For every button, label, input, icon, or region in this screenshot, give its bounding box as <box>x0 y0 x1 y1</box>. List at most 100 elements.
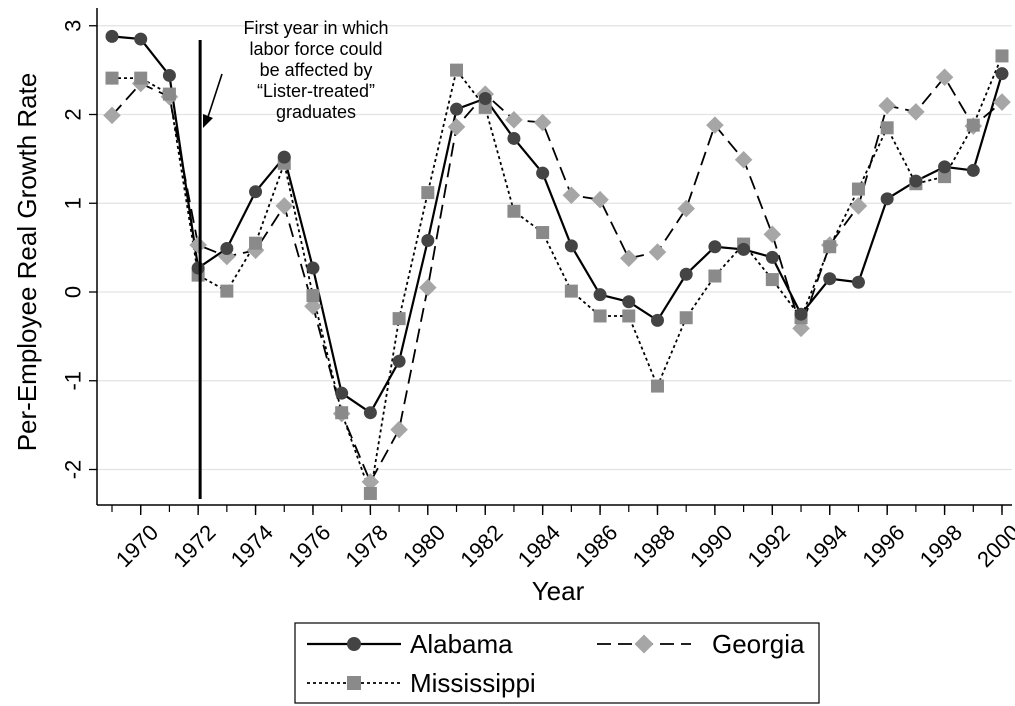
data-point <box>634 634 654 654</box>
data-point <box>995 49 1009 63</box>
data-point <box>390 420 408 439</box>
y-tick-label: 1 <box>61 197 86 209</box>
data-point <box>622 309 636 323</box>
legend-box <box>294 622 820 704</box>
data-point <box>878 96 896 115</box>
data-point <box>450 63 464 77</box>
y-tick-label: 2 <box>61 108 86 120</box>
data-point <box>347 637 361 651</box>
data-point <box>794 307 808 321</box>
data-point <box>277 150 291 164</box>
y-tick-label: -2 <box>61 460 86 480</box>
data-point <box>220 242 234 256</box>
data-point <box>907 103 925 121</box>
x-tick-label: 1982 <box>455 520 507 572</box>
data-point <box>363 486 377 500</box>
data-point <box>880 121 894 135</box>
data-point <box>851 182 865 196</box>
annotation-text-line: be affected by <box>260 60 373 80</box>
data-point <box>708 240 722 254</box>
data-point <box>880 192 894 206</box>
x-tick-label: 1980 <box>398 520 450 572</box>
data-point <box>249 185 263 199</box>
x-tick-label: 1970 <box>111 520 163 572</box>
data-point <box>706 116 724 134</box>
data-point <box>507 131 521 145</box>
data-point <box>765 273 779 287</box>
y-axis-title: Per-Employee Real Growth Rate <box>12 73 42 452</box>
data-point <box>189 236 207 254</box>
data-point <box>650 379 664 393</box>
x-tick-label: 1996 <box>857 520 909 572</box>
data-point <box>995 67 1009 81</box>
data-point <box>708 269 722 283</box>
data-point <box>823 240 837 254</box>
data-point <box>849 197 868 215</box>
data-point <box>419 278 437 297</box>
data-point <box>765 250 779 264</box>
annotation-text-line: First year in which <box>243 18 388 38</box>
data-point <box>966 163 980 177</box>
data-point <box>536 226 550 240</box>
data-point <box>162 87 176 101</box>
y-tick-label: 0 <box>61 286 86 298</box>
data-point <box>447 118 466 136</box>
series-line-mississippi <box>112 55 1003 494</box>
annotation-text-line: “Lister-treated” <box>257 81 375 101</box>
data-point <box>335 386 349 400</box>
series-line-georgia <box>111 75 1003 484</box>
x-tick-label: 1992 <box>742 520 794 572</box>
gridlines <box>97 25 1012 471</box>
annotation-arrowhead <box>203 114 213 128</box>
x-tick-label: 1998 <box>915 520 967 572</box>
data-point <box>619 249 638 268</box>
data-point <box>593 288 607 302</box>
data-point <box>938 160 952 174</box>
x-axis-ticks: 1970 1972 1974 1976 1978 1980 1982 1984 1986 1988… <box>111 505 1015 572</box>
data-point <box>134 32 148 46</box>
data-point <box>421 186 435 200</box>
data-point <box>966 118 980 132</box>
data-point <box>392 312 406 326</box>
data-point <box>220 284 234 298</box>
data-point <box>335 406 349 420</box>
data-point <box>677 199 695 218</box>
data-point <box>679 267 693 281</box>
data-point <box>363 406 377 420</box>
y-tick-label: -1 <box>61 371 86 391</box>
data-point <box>993 93 1011 111</box>
data-point <box>564 239 578 253</box>
data-point <box>103 106 121 125</box>
x-tick-label: 1988 <box>628 520 680 572</box>
data-point <box>851 275 865 289</box>
legend-label-alabama: Alabama <box>410 629 513 659</box>
data-point <box>347 676 361 690</box>
data-point <box>105 29 119 43</box>
data-point <box>306 289 320 303</box>
data-point <box>191 261 205 275</box>
data-point <box>306 261 320 275</box>
x-tick-label: 1986 <box>570 520 622 572</box>
data-point <box>591 190 609 209</box>
y-axis-ticks: 3 2 1 0 -1 -2 <box>61 20 97 480</box>
data-point <box>478 92 492 106</box>
legend-label-georgia: Georgia <box>712 629 805 659</box>
data-point <box>105 71 119 85</box>
data-point <box>162 68 176 82</box>
x-tick-label: 1994 <box>800 520 852 572</box>
data-point <box>679 311 693 325</box>
data-point <box>421 234 435 248</box>
x-tick-label: 2000 <box>972 520 1015 572</box>
data-point <box>935 68 954 86</box>
data-point <box>275 197 294 215</box>
annotation-text-line: labor force could <box>249 39 382 59</box>
data-point <box>763 225 782 244</box>
data-point <box>737 242 751 256</box>
x-tick-label: 1976 <box>283 520 335 572</box>
data-point <box>562 186 581 205</box>
x-axis-title: Year <box>532 576 585 606</box>
annotation-text-line: graduates <box>276 102 356 122</box>
data-point <box>622 295 636 309</box>
legend: Alabama Georgia Mississippi <box>294 622 820 704</box>
data-point <box>450 102 464 116</box>
